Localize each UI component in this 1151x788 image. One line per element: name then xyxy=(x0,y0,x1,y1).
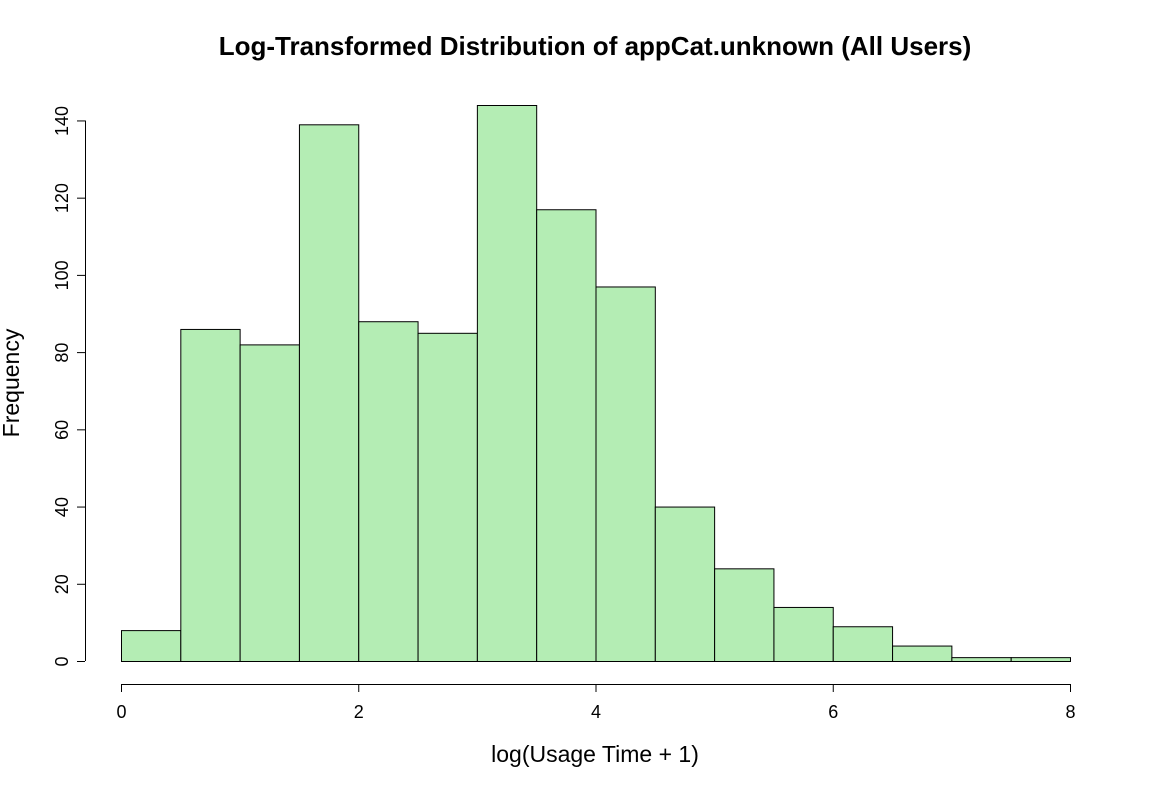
y-tick-label: 0 xyxy=(52,656,72,666)
y-axis-label: Frequency xyxy=(0,328,24,437)
y-tick-label: 120 xyxy=(52,183,72,213)
x-axis-label: log(Usage Time + 1) xyxy=(491,741,699,767)
y-tick-label: 60 xyxy=(52,420,72,440)
histogram-bar xyxy=(358,321,419,662)
histogram-bar xyxy=(239,344,300,662)
x-axis: 0 2 4 6 8 xyxy=(116,684,1076,722)
chart-title: Log-Transformed Distribution of appCat.u… xyxy=(219,31,972,61)
y-tick-label: 100 xyxy=(52,260,72,290)
histogram-bar xyxy=(773,606,834,663)
x-tick-label: 4 xyxy=(591,702,601,722)
y-tick-label: 40 xyxy=(52,497,72,517)
histogram-bar xyxy=(536,209,597,662)
y-axis: 0 20 40 60 80 100 120 140 xyxy=(52,106,86,667)
histogram-bar xyxy=(832,626,894,662)
histogram-bar xyxy=(654,506,716,662)
histogram-bar xyxy=(476,105,538,662)
histogram-bar xyxy=(417,332,478,662)
histogram-bar xyxy=(951,657,1012,663)
histogram-bar xyxy=(180,328,241,662)
bars-group xyxy=(121,105,1071,663)
x-tick-label: 8 xyxy=(1065,702,1075,722)
y-tick-label: 80 xyxy=(52,343,72,363)
histogram-bar xyxy=(121,630,182,662)
x-tick-label: 0 xyxy=(116,702,126,722)
histogram-bar xyxy=(595,286,656,662)
histogram-bar xyxy=(892,645,953,662)
y-tick-label: 20 xyxy=(52,574,72,594)
histogram-bar xyxy=(714,568,775,662)
x-tick-label: 6 xyxy=(828,702,838,722)
x-tick-label: 2 xyxy=(354,702,364,722)
histogram-bar xyxy=(1010,657,1071,663)
y-tick-label: 140 xyxy=(52,106,72,136)
histogram-bar xyxy=(298,124,360,663)
